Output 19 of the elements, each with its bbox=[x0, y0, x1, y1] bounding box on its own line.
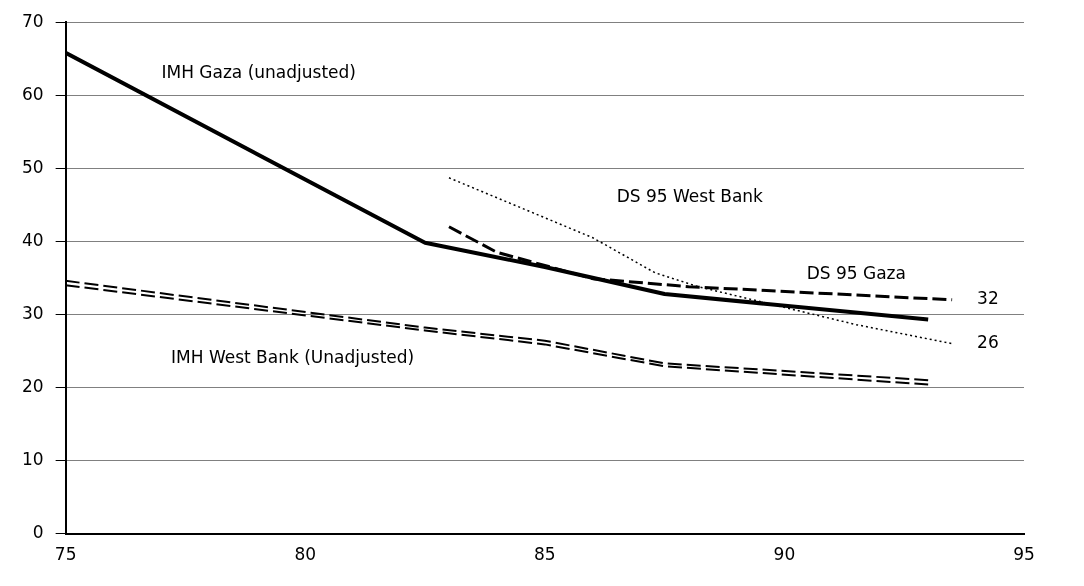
y-tick-label: 0 bbox=[32, 522, 44, 543]
series-label: DS 95 Gaza bbox=[806, 262, 906, 283]
y-tick-label: 20 bbox=[21, 375, 44, 396]
x-tick-label: 75 bbox=[54, 544, 77, 565]
series-label: IMH West Bank (Unadjusted) bbox=[171, 346, 415, 367]
series-label: IMH Gaza (unadjusted) bbox=[161, 61, 356, 82]
text: DS 95 West Bank bbox=[616, 185, 764, 206]
y-tick-label: 50 bbox=[21, 156, 44, 177]
y-tick-label: 30 bbox=[21, 302, 44, 323]
x-tick-label: 80 bbox=[294, 544, 317, 565]
y-tick-label: 10 bbox=[21, 448, 44, 469]
y-tick-label: 60 bbox=[21, 83, 44, 104]
y-tick-label: 70 bbox=[21, 10, 44, 31]
annotation: 26 bbox=[977, 332, 999, 353]
x-tick-label: 90 bbox=[773, 544, 796, 565]
y-tick-label: 40 bbox=[21, 229, 44, 250]
annotation: 32 bbox=[977, 288, 999, 309]
x-tick-label: 95 bbox=[1013, 544, 1035, 565]
x-tick-label: 85 bbox=[534, 544, 556, 565]
